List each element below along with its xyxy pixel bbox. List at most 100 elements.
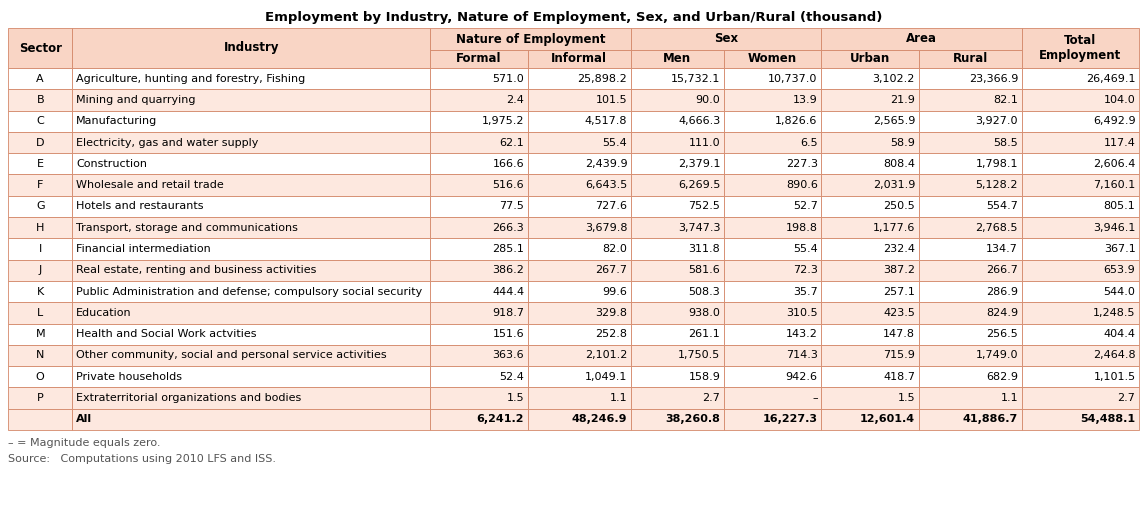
Text: 1.5: 1.5	[507, 393, 524, 403]
Bar	[919, 132, 1022, 153]
Bar	[631, 50, 724, 68]
Text: 16,227.3: 16,227.3	[763, 414, 818, 424]
Text: All: All	[76, 414, 92, 424]
Text: Sector: Sector	[18, 41, 62, 55]
Bar	[724, 260, 821, 281]
Bar	[919, 302, 1022, 323]
Text: 1.1: 1.1	[610, 393, 627, 403]
Text: 2,379.1: 2,379.1	[678, 159, 720, 169]
Bar	[1022, 217, 1139, 238]
Text: 38,260.8: 38,260.8	[665, 414, 720, 424]
Bar	[8, 366, 72, 387]
Text: 310.5: 310.5	[786, 308, 818, 318]
Text: 250.5: 250.5	[883, 202, 915, 212]
Bar	[631, 68, 724, 89]
Text: 25,898.2: 25,898.2	[578, 74, 627, 83]
Text: 1,798.1: 1,798.1	[976, 159, 1019, 169]
Text: 147.8: 147.8	[883, 329, 915, 339]
Bar	[430, 408, 528, 430]
Text: 1,749.0: 1,749.0	[976, 351, 1019, 361]
Bar	[430, 302, 528, 323]
Text: 4,517.8: 4,517.8	[585, 116, 627, 126]
Bar	[430, 50, 528, 68]
Text: Electricity, gas and water supply: Electricity, gas and water supply	[76, 138, 258, 148]
Bar	[919, 260, 1022, 281]
Bar	[8, 174, 72, 196]
Text: 727.6: 727.6	[595, 202, 627, 212]
Text: 227.3: 227.3	[786, 159, 818, 169]
Bar	[919, 68, 1022, 89]
Bar	[1022, 302, 1139, 323]
Bar	[430, 89, 528, 111]
Text: 13.9: 13.9	[793, 95, 818, 105]
Text: 890.6: 890.6	[786, 180, 818, 190]
Text: 58.5: 58.5	[993, 138, 1019, 148]
Bar	[631, 323, 724, 345]
Bar	[430, 345, 528, 366]
Bar	[528, 196, 631, 217]
Text: 508.3: 508.3	[688, 287, 720, 297]
Bar	[1022, 132, 1139, 153]
Text: 48,246.9: 48,246.9	[571, 414, 627, 424]
Bar	[430, 68, 528, 89]
Text: 5,128.2: 5,128.2	[976, 180, 1019, 190]
Text: 1,049.1: 1,049.1	[585, 372, 627, 382]
Text: 82.0: 82.0	[602, 244, 627, 254]
Bar	[821, 281, 919, 302]
Bar	[528, 132, 631, 153]
Text: 52.7: 52.7	[793, 202, 818, 212]
Bar	[821, 89, 919, 111]
Bar	[724, 68, 821, 89]
Bar	[821, 408, 919, 430]
Bar	[430, 387, 528, 408]
Text: Financial intermediation: Financial intermediation	[76, 244, 211, 254]
Bar	[1022, 281, 1139, 302]
Text: 6.5: 6.5	[801, 138, 818, 148]
Bar	[724, 302, 821, 323]
Bar	[1022, 89, 1139, 111]
Bar	[72, 153, 430, 174]
Bar	[528, 89, 631, 111]
Text: N: N	[36, 351, 45, 361]
Bar	[528, 387, 631, 408]
Text: Other community, social and personal service activities: Other community, social and personal ser…	[76, 351, 387, 361]
Bar	[430, 174, 528, 196]
Text: 55.4: 55.4	[602, 138, 627, 148]
Text: 257.1: 257.1	[883, 287, 915, 297]
Bar	[1022, 260, 1139, 281]
Bar	[72, 238, 430, 260]
Bar	[8, 196, 72, 217]
Bar	[631, 153, 724, 174]
Bar	[430, 28, 631, 50]
Text: 3,102.2: 3,102.2	[873, 74, 915, 83]
Text: 3,927.0: 3,927.0	[976, 116, 1019, 126]
Bar	[821, 260, 919, 281]
Bar	[430, 153, 528, 174]
Bar	[631, 281, 724, 302]
Bar	[724, 387, 821, 408]
Bar	[919, 345, 1022, 366]
Bar	[631, 260, 724, 281]
Text: Hotels and restaurants: Hotels and restaurants	[76, 202, 203, 212]
Text: 2.7: 2.7	[1117, 393, 1136, 403]
Text: J: J	[39, 265, 41, 275]
Text: 104.0: 104.0	[1103, 95, 1136, 105]
Bar	[631, 196, 724, 217]
Bar	[1022, 366, 1139, 387]
Bar	[821, 302, 919, 323]
Bar	[1022, 68, 1139, 89]
Text: 6,269.5: 6,269.5	[678, 180, 720, 190]
Bar	[8, 68, 72, 89]
Bar	[72, 68, 430, 89]
Bar	[919, 153, 1022, 174]
Bar	[72, 366, 430, 387]
Text: 286.9: 286.9	[986, 287, 1019, 297]
Text: 3,679.8: 3,679.8	[585, 223, 627, 233]
Text: Public Administration and defense; compulsory social security: Public Administration and defense; compu…	[76, 287, 422, 297]
Text: 117.4: 117.4	[1103, 138, 1136, 148]
Text: 1.1: 1.1	[1000, 393, 1019, 403]
Bar	[8, 345, 72, 366]
Text: Education: Education	[76, 308, 132, 318]
Bar	[821, 217, 919, 238]
Text: Source:   Computations using 2010 LFS and ISS.: Source: Computations using 2010 LFS and …	[8, 454, 276, 464]
